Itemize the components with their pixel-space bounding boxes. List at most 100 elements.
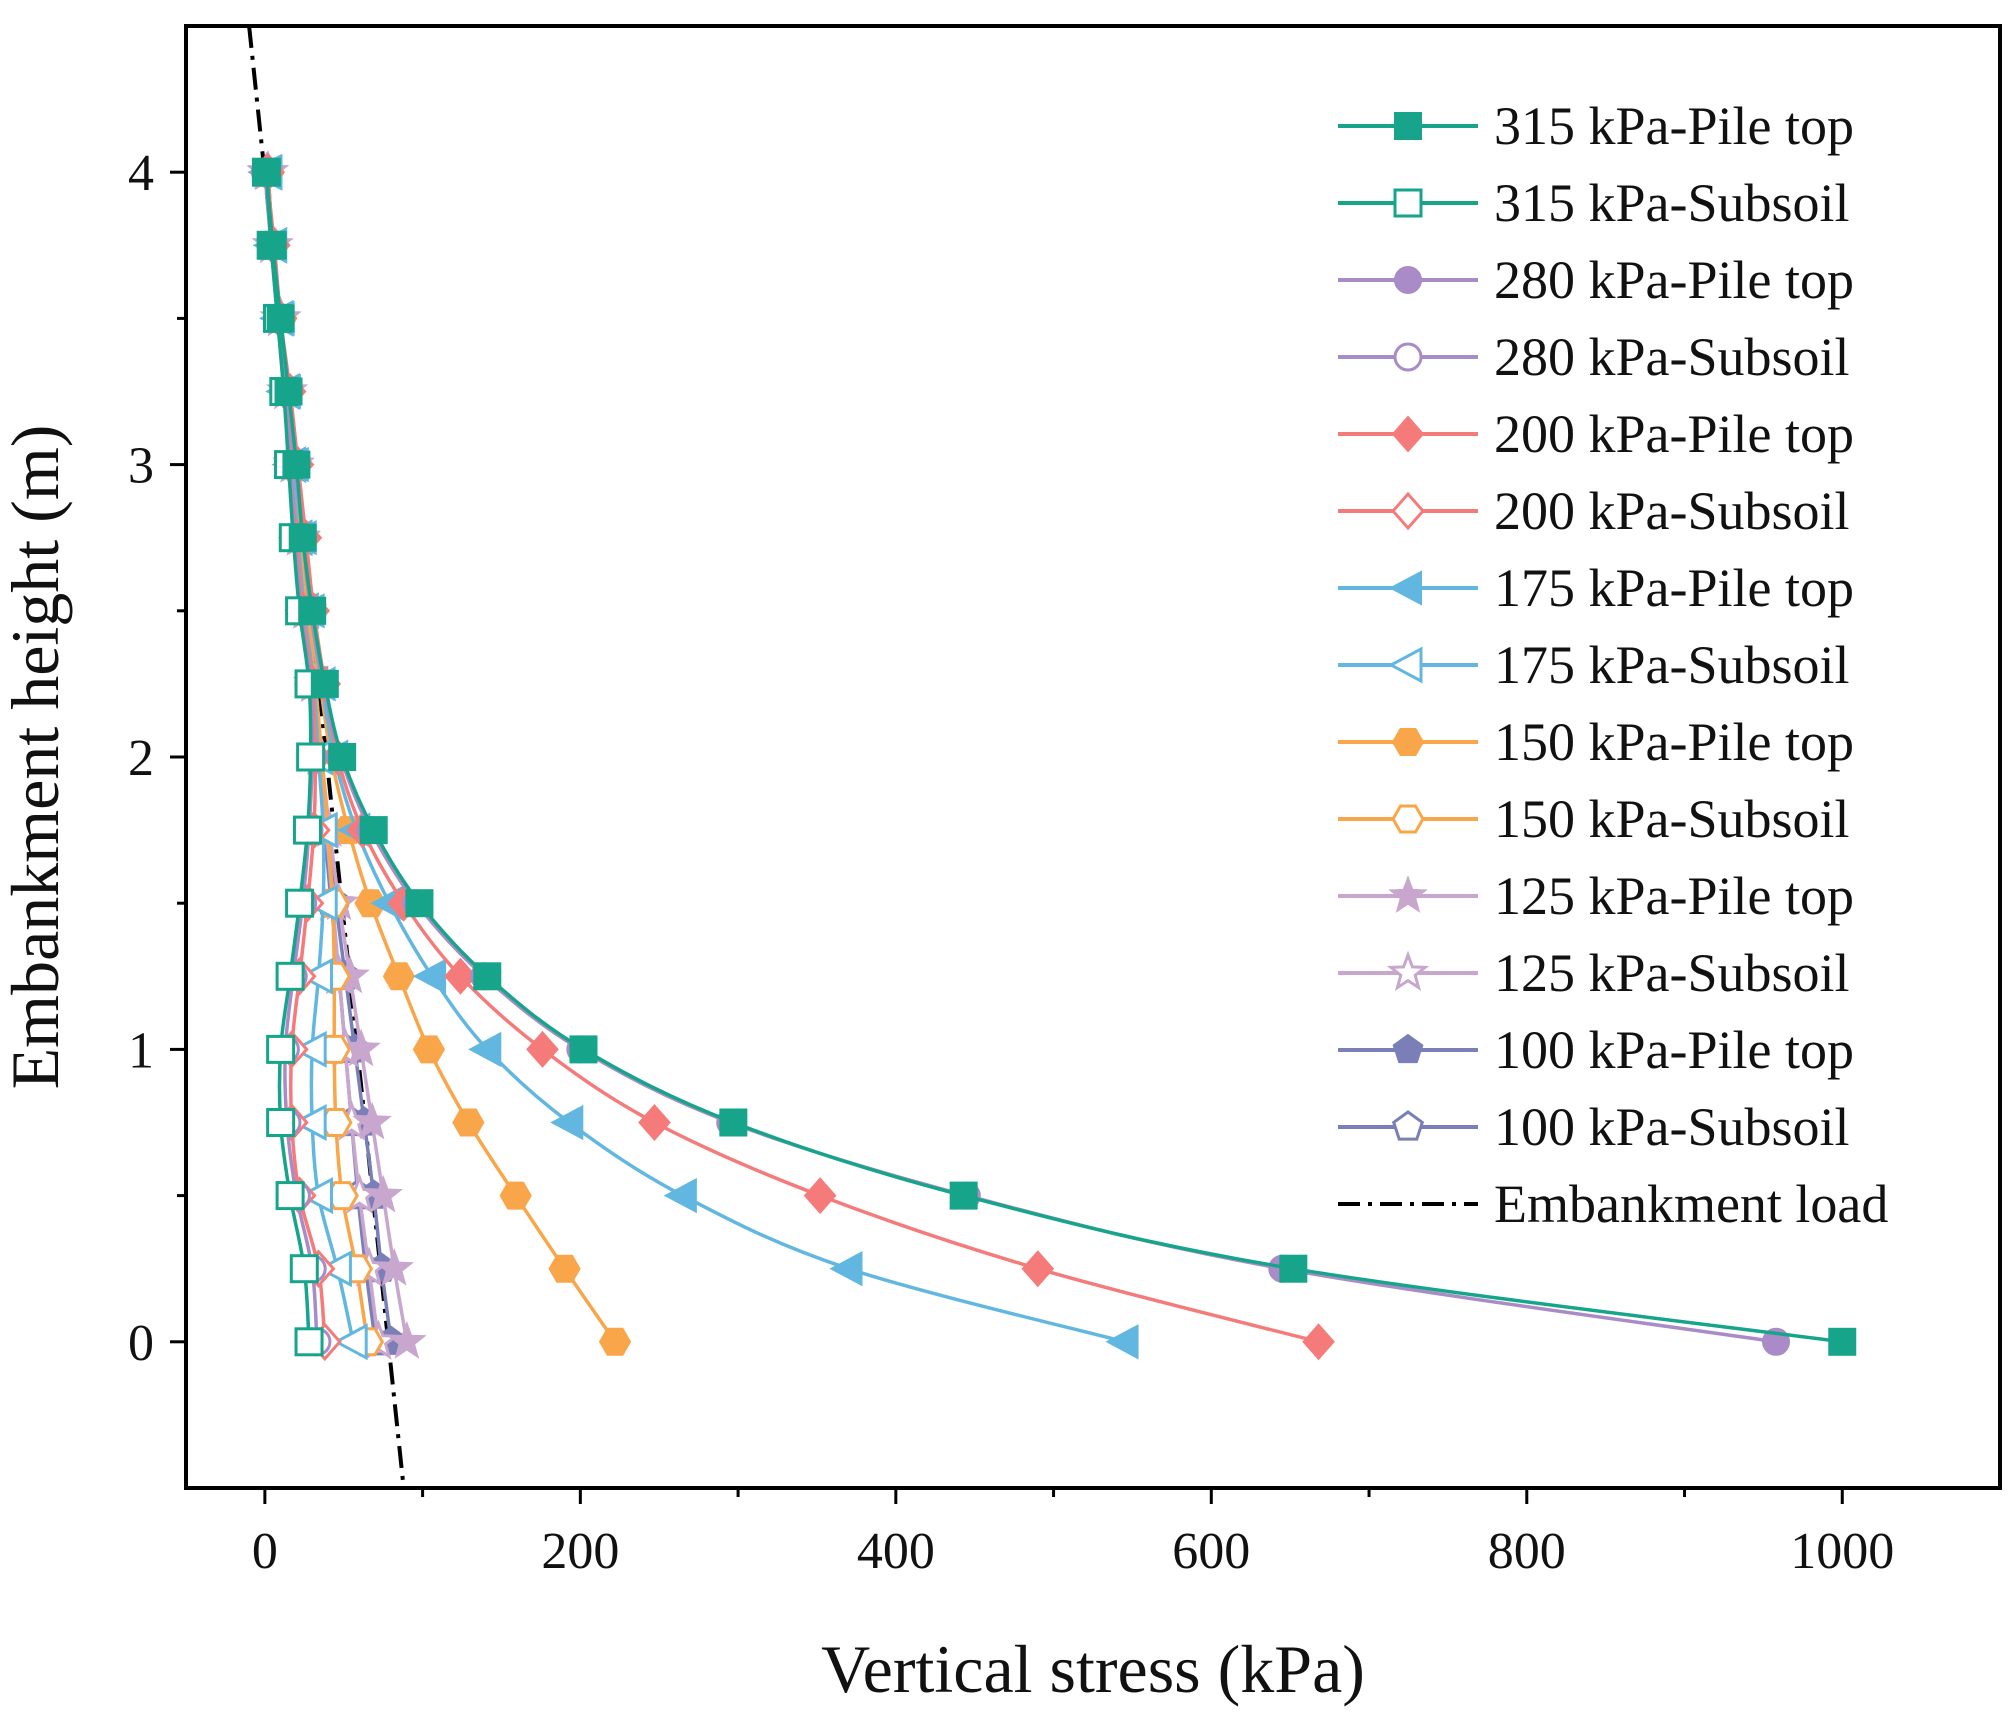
data-point-315-kpa-pile-top-10	[298, 596, 327, 625]
data-point-200-kpa-pile-top-2	[803, 1177, 837, 1215]
legend-item-150-kpa-pile-top: 150 kPa-Pile top	[1338, 712, 1854, 772]
legend-marker	[1391, 804, 1425, 834]
data-point-315-kpa-pile-top-8	[328, 743, 357, 771]
data-point-315-kpa-subsoil-8	[296, 742, 326, 772]
data-point-125-kpa-pile-top-1	[374, 1247, 415, 1286]
data-point-150-kpa-pile-top-3	[452, 1108, 485, 1137]
data-point-315-kpa-pile-top-16	[252, 158, 281, 187]
legend-marker	[1392, 1033, 1424, 1064]
legend-marker	[1394, 266, 1422, 294]
y-tick-label: 0	[128, 1315, 154, 1372]
data-point-175-kpa-subsoil-4	[292, 1030, 327, 1068]
data-point-315-kpa-pile-top-6	[405, 889, 434, 918]
legend-label: 200 kPa-Pile top	[1494, 404, 1854, 464]
data-point-315-kpa-subsoil-1	[289, 1254, 319, 1284]
series-315-kpa-pile-top	[252, 158, 1857, 1356]
data-point-315-kpa-pile-top-11	[288, 523, 317, 552]
legend-label: 315 kPa-Pile top	[1494, 96, 1854, 156]
y-tick-label: 3	[128, 438, 154, 495]
data-point-315-kpa-pile-top-15	[258, 231, 287, 260]
data-point-150-kpa-pile-top-1	[548, 1254, 581, 1283]
data-point-150-kpa-pile-top-4	[412, 1035, 446, 1064]
data-point-200-kpa-pile-top-0	[1302, 1323, 1335, 1361]
x-axis-title: Vertical stress (kPa)	[821, 1631, 1365, 1707]
legend-label: 315 kPa-Subsoil	[1494, 173, 1850, 233]
legend-marker	[1393, 342, 1423, 372]
legend-label: 100 kPa-Subsoil	[1494, 1097, 1850, 1157]
data-point-175-kpa-pile-top-3	[550, 1104, 584, 1141]
data-point-150-kpa-pile-top-2	[499, 1181, 532, 1210]
x-tick-label: 200	[541, 1523, 619, 1580]
data-point-175-kpa-pile-top-4	[468, 1031, 502, 1068]
data-point-315-kpa-pile-top-0	[1828, 1327, 1857, 1356]
legend-marker	[1388, 875, 1428, 913]
data-point-315-kpa-pile-top-7	[359, 816, 388, 845]
legend-marker	[1393, 188, 1423, 218]
data-point-150-kpa-pile-top-0	[598, 1327, 632, 1356]
data-point-200-kpa-pile-top-4	[526, 1030, 559, 1068]
legend-label: 280 kPa-Pile top	[1494, 250, 1854, 310]
legend-label: 125 kPa-Subsoil	[1494, 943, 1850, 1003]
legend-label: 280 kPa-Subsoil	[1494, 327, 1850, 387]
legend-marker	[1390, 491, 1426, 531]
legend-label: 200 kPa-Subsoil	[1494, 481, 1850, 541]
data-point-315-kpa-subsoil-6	[285, 888, 315, 918]
legend-label: 125 kPa-Pile top	[1494, 866, 1854, 926]
data-point-315-kpa-pile-top-14	[266, 304, 295, 333]
legend-label: 150 kPa-Subsoil	[1494, 789, 1850, 849]
data-point-175-kpa-subsoil-3	[292, 1104, 327, 1141]
legend-item-100-kpa-pile-top: 100 kPa-Pile top	[1338, 1020, 1854, 1080]
legend-item-175-kpa-pile-top: 175 kPa-Pile top	[1338, 558, 1854, 618]
legend-marker	[1391, 415, 1425, 453]
y-tick-label: 1	[128, 1022, 154, 1079]
x-axis: 0 200 400 600 800 1000	[252, 1488, 1894, 1580]
legend-marker	[1391, 1110, 1425, 1141]
legend-marker	[1387, 646, 1423, 684]
y-axis-title: Embankment height (m)	[0, 425, 73, 1090]
legend-marker	[1388, 570, 1422, 606]
legend-item-315-kpa-subsoil: 315 kPa-Subsoil	[1338, 173, 1850, 233]
data-point-315-kpa-pile-top-5	[473, 962, 502, 991]
data-point-315-kpa-subsoil-3	[266, 1108, 296, 1137]
data-point-315-kpa-subsoil-5	[275, 961, 305, 991]
legend-item-315-kpa-pile-top: 315 kPa-Pile top	[1338, 96, 1854, 156]
x-tick-label: 800	[1488, 1523, 1566, 1580]
legend-label: 150 kPa-Pile top	[1494, 712, 1854, 772]
data-point-315-kpa-subsoil-7	[292, 815, 322, 845]
data-point-315-kpa-subsoil-0	[294, 1327, 324, 1357]
legend-item-150-kpa-subsoil: 150 kPa-Subsoil	[1338, 789, 1850, 849]
data-point-200-kpa-pile-top-1	[1021, 1250, 1055, 1288]
data-point-315-kpa-subsoil-4	[266, 1034, 296, 1064]
data-point-125-kpa-pile-top-0	[387, 1320, 427, 1359]
data-point-315-kpa-pile-top-4	[569, 1035, 598, 1064]
data-point-175-kpa-subsoil-0	[333, 1323, 368, 1361]
data-point-315-kpa-pile-top-1	[1279, 1254, 1308, 1283]
legend-label: 175 kPa-Subsoil	[1494, 635, 1850, 695]
legend-item-125-kpa-subsoil: 125 kPa-Subsoil	[1338, 943, 1850, 1003]
legend-marker	[1386, 950, 1430, 992]
data-point-315-kpa-pile-top-13	[274, 377, 303, 406]
legend-item-100-kpa-subsoil: 100 kPa-Subsoil	[1338, 1097, 1850, 1157]
legend-label: 175 kPa-Pile top	[1494, 558, 1854, 618]
data-point-200-kpa-pile-top-5	[444, 957, 477, 995]
y-tick-label: 2	[128, 730, 154, 787]
y-tick-label: 4	[128, 145, 154, 202]
legend-item-embankment-load: Embankment load	[1338, 1174, 1888, 1234]
data-point-150-kpa-pile-top-5	[382, 962, 416, 991]
data-point-125-kpa-pile-top-4	[341, 1028, 381, 1067]
y-axis: 0 1 2 3 4	[128, 145, 186, 1372]
data-point-315-kpa-pile-top-9	[310, 669, 339, 698]
legend-item-200-kpa-subsoil: 200 kPa-Subsoil	[1338, 481, 1850, 541]
data-point-315-kpa-subsoil-2	[275, 1181, 305, 1211]
legend-item-200-kpa-pile-top: 200 kPa-Pile top	[1338, 404, 1854, 464]
data-point-125-kpa-pile-top-3	[352, 1101, 392, 1140]
data-point-125-kpa-pile-top-2	[363, 1174, 403, 1213]
legend-marker	[1391, 728, 1425, 756]
data-point-315-kpa-pile-top-3	[719, 1108, 748, 1137]
legend-item-280-kpa-subsoil: 280 kPa-Subsoil	[1338, 327, 1850, 387]
legend: 315 kPa-Pile top 315 kPa-Subsoil 280 kPa-P…	[1338, 96, 1888, 1234]
legend-marker	[1394, 112, 1422, 140]
data-point-200-kpa-pile-top-3	[638, 1103, 671, 1142]
legend-label: Embankment load	[1494, 1174, 1888, 1234]
